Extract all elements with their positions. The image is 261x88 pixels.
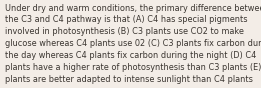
Text: the day whereas C4 plants fix carbon during the night (D) C4: the day whereas C4 plants fix carbon dur…	[5, 51, 256, 60]
Text: the C3 and C4 pathway is that (A) C4 has special pigments: the C3 and C4 pathway is that (A) C4 has…	[5, 15, 247, 24]
Text: plants are better adapted to intense sunlight than C4 plants: plants are better adapted to intense sun…	[5, 75, 253, 84]
Text: involved in photosynthesis (B) C3 plants use CO2 to make: involved in photosynthesis (B) C3 plants…	[5, 27, 244, 36]
Text: glucose whereas C4 plants use 02 (C) C3 plants fix carbon during: glucose whereas C4 plants use 02 (C) C3 …	[5, 39, 261, 48]
Text: Under dry and warm conditions, the primary difference between: Under dry and warm conditions, the prima…	[5, 4, 261, 12]
Text: plants have a higher rate of photosynthesis than C3 plants (E) C3: plants have a higher rate of photosynthe…	[5, 63, 261, 72]
